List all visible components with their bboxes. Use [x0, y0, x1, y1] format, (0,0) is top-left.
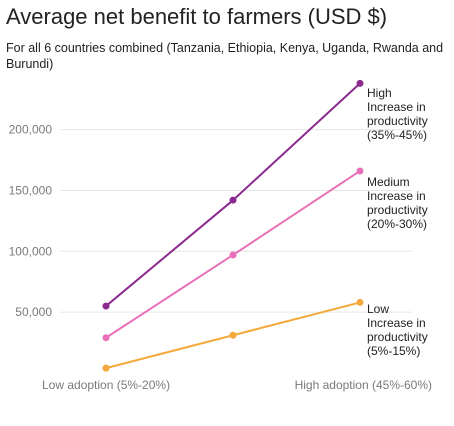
- series-label: Medium Increase in productivity (20%-30%): [367, 175, 428, 231]
- data-point: [356, 79, 364, 87]
- series-label: Low Increase in productivity (5%-15%): [367, 302, 428, 358]
- series-line: [105, 82, 361, 307]
- x-category-label: Low adoption (5%-20%): [42, 378, 170, 392]
- y-axis-ticks: 50,000 100,000 150,000 200,000: [9, 123, 53, 320]
- series-points: [102, 79, 364, 372]
- chart-subtitle: For all 6 countries combined (Tanzania, …: [6, 41, 444, 71]
- y-tick-label: 50,000: [15, 305, 52, 319]
- data-point: [356, 167, 364, 175]
- series-labels: High Increase in productivity (35%-45%) Medi…: [367, 86, 428, 358]
- y-tick-label: 150,000: [9, 183, 53, 197]
- data-point: [229, 251, 237, 259]
- data-point: [102, 334, 110, 342]
- gridlines: [60, 129, 412, 313]
- data-point: [356, 298, 364, 306]
- data-point: [102, 364, 110, 372]
- series-label: High Increase in productivity (35%-45%): [367, 86, 428, 142]
- data-point: [229, 331, 237, 339]
- series-lines: [105, 82, 361, 370]
- x-category-label: High adoption (45%-60%): [295, 378, 432, 392]
- y-tick-label: 100,000: [9, 244, 53, 258]
- chart-title: Average net benefit to farmers (USD $): [6, 4, 388, 29]
- data-point: [229, 196, 237, 204]
- y-tick-label: 200,000: [9, 123, 53, 137]
- data-point: [102, 302, 110, 310]
- x-axis-categories: Low adoption (5%-20%) High adoption (45%-…: [42, 378, 432, 392]
